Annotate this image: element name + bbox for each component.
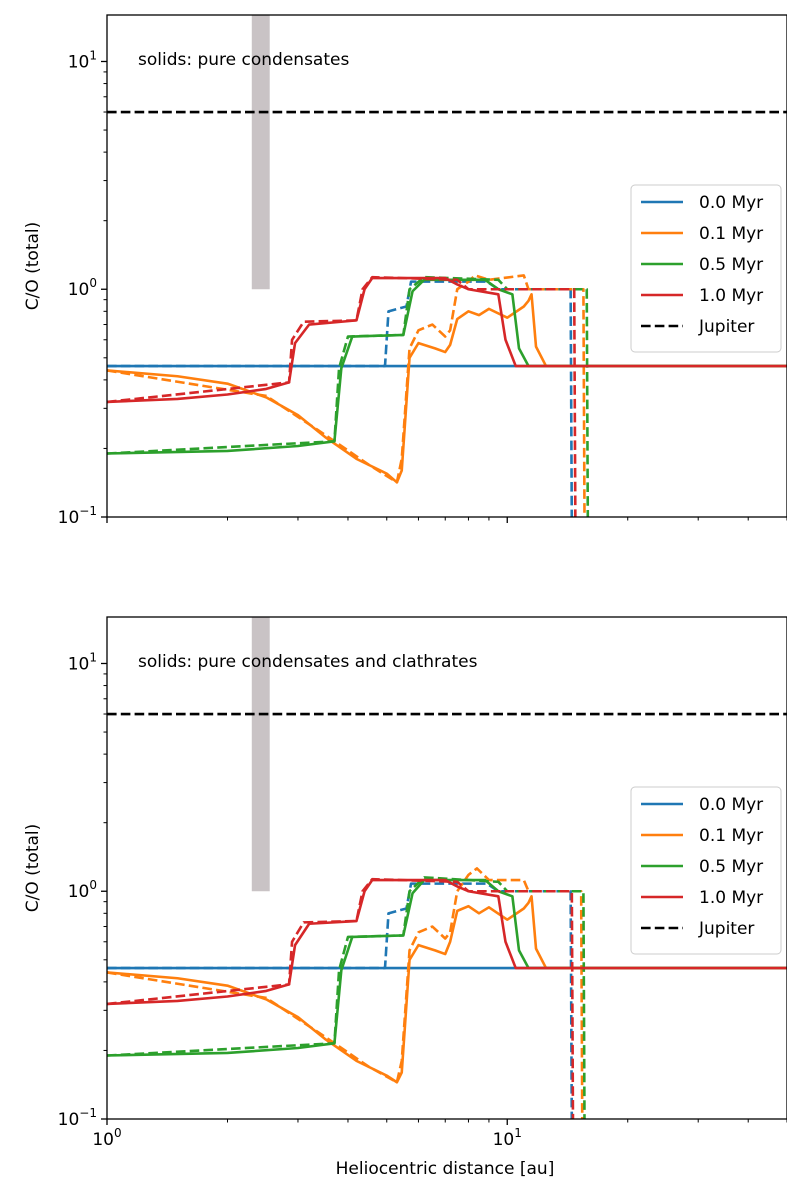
panel-1-legend-label-0-5-myr: 0.5 Myr <box>699 255 763 275</box>
panel-2-legend-label-1-0-myr: 1.0 Myr <box>699 888 763 908</box>
panel-1-axes-frame <box>106 14 787 518</box>
panel-2-annotation: solids: pure condensates and clathrates <box>138 652 478 672</box>
panel-1-y-tick-label: 10−1 <box>58 504 97 528</box>
panel-1-legend-label-0-1-myr: 0.1 Myr <box>699 224 763 244</box>
panel-1-series-0-1-myr-line <box>107 293 787 484</box>
panel-2-series-dashed-3-line <box>107 867 584 1119</box>
panel-2-legend-label-0-1-myr: 0.1 Myr <box>699 826 763 846</box>
panel-1-legend-label-0-0-myr: 0.0 Myr <box>699 193 763 213</box>
panel-2-y-tick-label: 101 <box>68 650 97 674</box>
panel-1-shaded-region <box>251 15 270 290</box>
panel-1-y-tick-label: 100 <box>68 276 97 300</box>
panel-1-legend-box <box>630 184 782 353</box>
panel-2-legend-label-0-0-myr: 0.0 Myr <box>699 795 763 815</box>
panel-1-y-tick-label: 101 <box>68 48 97 72</box>
panel-2-x-tick-label: 101 <box>493 1126 522 1150</box>
panel-2-y-tick-label: 100 <box>68 878 97 902</box>
panel-2-x-tick-label: 100 <box>92 1126 121 1150</box>
panel-2-legend-label-0-5-myr: 0.5 Myr <box>699 857 763 877</box>
panel-2-series-1-0-myr-line <box>107 878 787 1006</box>
panel-1-legend-label-1-0-myr: 1.0 Myr <box>699 286 763 306</box>
panel-1-annotation: solids: pure condensates <box>138 50 349 70</box>
panel-1-series-dashed-3-line <box>107 274 586 517</box>
panel-1-chart: 10−1 100 101 C/O (total) solids: pure conden… <box>23 14 787 528</box>
panel-1-series-dashed-7-line <box>107 275 577 517</box>
panel-2-y-axis-label: C/O (total) <box>23 824 43 913</box>
panel-2-series-0-1-myr-line <box>107 895 787 1084</box>
panel-2-x-axis-label: Heliocentric distance [au] <box>336 1159 555 1179</box>
panel-2-axes-frame <box>106 616 787 1120</box>
panel-1-series-0-5-myr-line <box>107 278 787 455</box>
panel-2-legend: 0.0 Myr 0.1 Myr 0.5 Myr 1.0 Myr Jupiter <box>630 786 782 955</box>
panel-1-legend-label-jupiter: Jupiter <box>698 317 754 337</box>
panel-1-y-axis-label: C/O (total) <box>23 222 43 311</box>
panel-2-legend-box <box>630 786 782 955</box>
panel-2-series-dashed-7-line <box>107 877 575 1119</box>
panel-2-series-group <box>107 712 787 1119</box>
panel-1-legend: 0.0 Myr 0.1 Myr 0.5 Myr 1.0 Myr Jupiter <box>630 184 782 353</box>
panel-1-series-group <box>107 110 787 517</box>
panel-2-series-0-5-myr-line <box>107 878 787 1057</box>
panel-2-shaded-region <box>251 617 270 892</box>
panel-2-y-tick-label: 10−1 <box>58 1106 97 1130</box>
panel-1-series-1-0-myr-line <box>107 276 787 404</box>
panel-2-legend-label-jupiter: Jupiter <box>698 919 754 939</box>
